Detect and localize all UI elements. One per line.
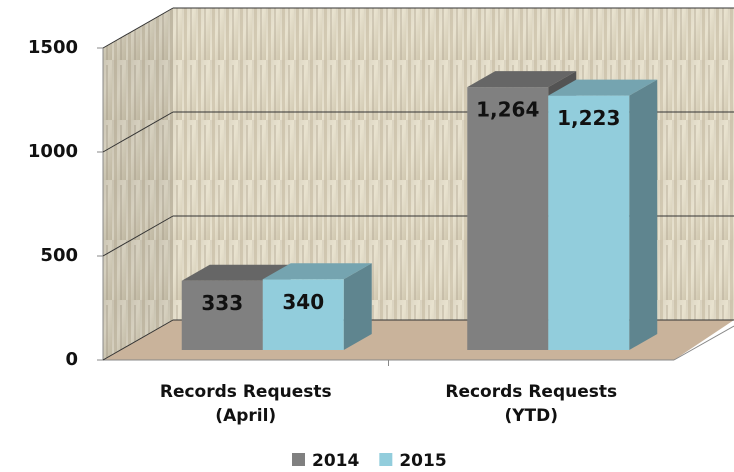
grid-line [102,111,174,153]
data-label: 333 [201,291,243,315]
y-tick-label: 0 [65,349,78,370]
bar [467,87,549,350]
legend-label: 2015 [399,451,446,471]
legend-label: 2014 [312,451,359,471]
bar [548,95,630,350]
bar-top [262,263,372,280]
y-tick-label: 1000 [28,141,78,162]
x-tick-label: Records Requests (YTD) [445,382,618,426]
bar [262,279,344,350]
bar-top [467,71,577,88]
bar-top [181,264,291,281]
bar-side [343,263,372,350]
y-tick-label: 500 [40,245,78,266]
side-wall [103,8,173,360]
x-tick-label: Records Requests (April) [159,382,332,426]
legend-swatch [379,453,393,466]
grid-line [102,319,174,361]
grid-line [102,7,174,49]
data-label: 1,223 [557,106,620,130]
data-label: 340 [282,290,324,314]
floor-edge [673,325,734,361]
bar [181,280,263,350]
y-tick-label: 1500 [28,37,78,58]
legend-swatch [292,453,305,466]
bar-side [629,79,658,350]
data-label: 1,264 [476,98,539,122]
bar-top [548,79,658,96]
grid-line [102,215,174,257]
